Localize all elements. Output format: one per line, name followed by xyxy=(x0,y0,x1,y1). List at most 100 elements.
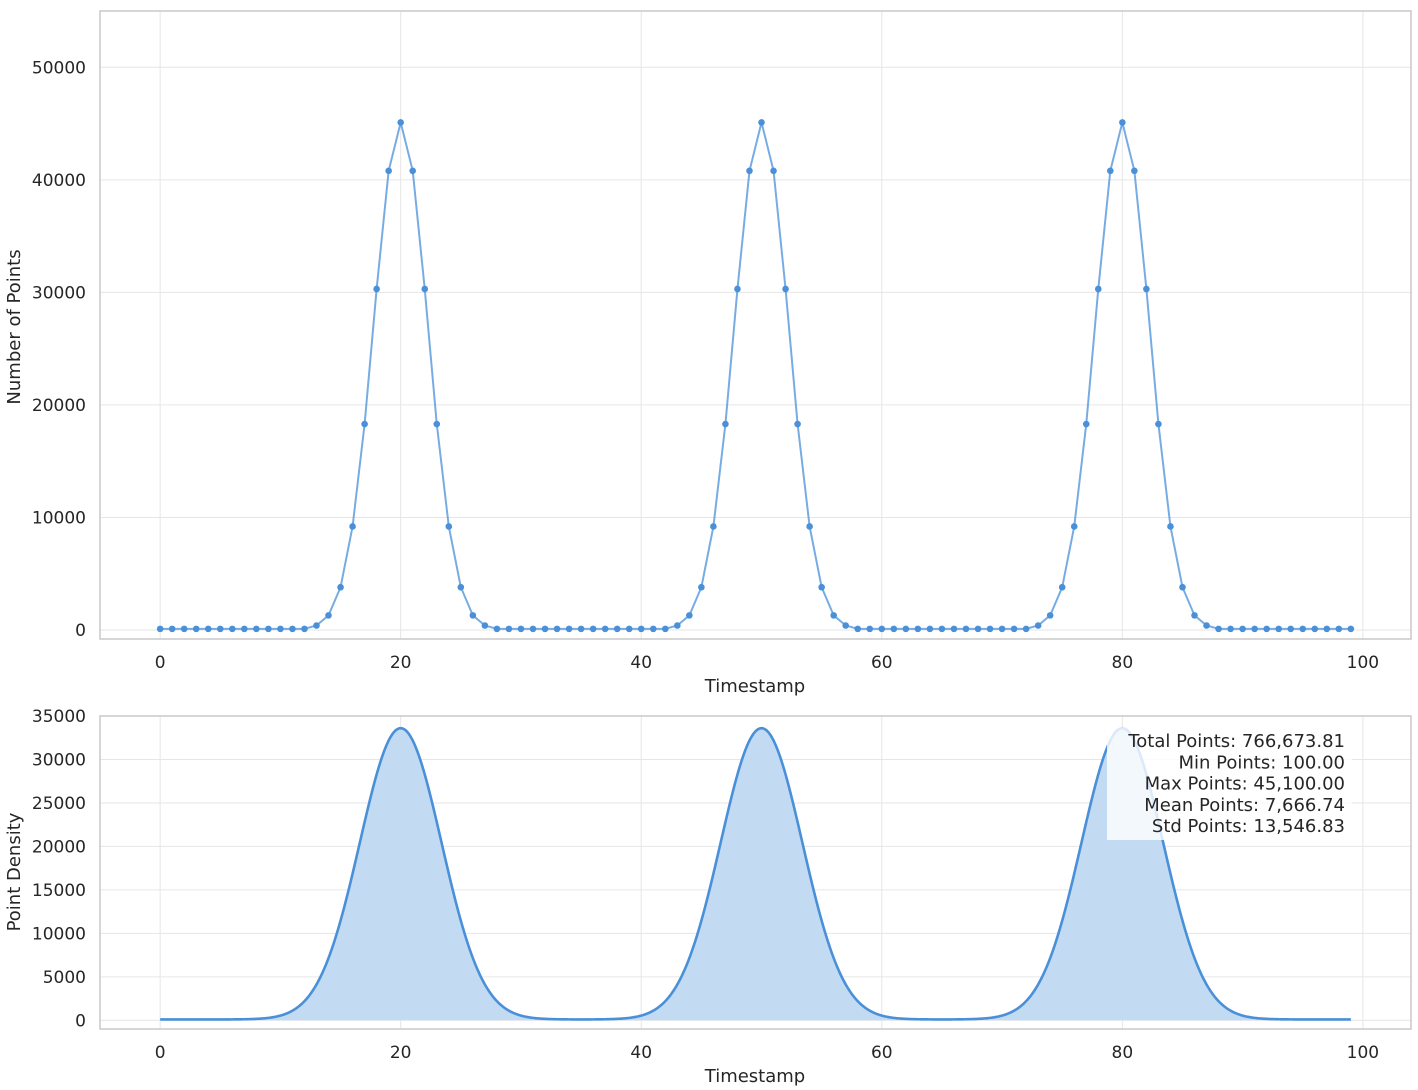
top-grid xyxy=(100,11,1411,639)
data-point xyxy=(1034,622,1042,629)
data-point xyxy=(553,625,561,633)
data-point xyxy=(192,625,200,633)
data-point xyxy=(1347,625,1355,633)
data-point xyxy=(1287,625,1295,633)
density-area xyxy=(160,728,1351,1021)
data-point xyxy=(1094,285,1102,293)
bottom-x-axis-label: Timestamp xyxy=(704,1066,805,1087)
data-point xyxy=(1191,612,1198,619)
data-point xyxy=(950,625,958,633)
data-point xyxy=(385,167,392,175)
data-point xyxy=(1203,622,1210,629)
data-point xyxy=(613,625,621,633)
data-point xyxy=(734,285,741,293)
data-point xyxy=(998,625,1006,633)
data-point xyxy=(481,622,489,629)
data-point xyxy=(397,119,404,126)
data-point xyxy=(902,625,910,633)
x-tick-label: 100 xyxy=(1347,653,1379,673)
data-point xyxy=(758,119,765,126)
y-tick-label: 30000 xyxy=(32,750,86,770)
stats-line: Total Points: 766,673.81 xyxy=(1127,731,1345,752)
data-point xyxy=(890,625,898,633)
data-point xyxy=(986,625,994,633)
bottom-plot-frame xyxy=(99,715,1412,1030)
data-point xyxy=(289,625,296,633)
top-x-ticks: 0 20 40 60 80 100 xyxy=(155,653,1379,673)
data-point xyxy=(782,285,789,293)
bottom-y-axis-label: Point Density xyxy=(4,812,25,931)
top-plot-area xyxy=(100,11,1411,639)
data-point xyxy=(565,625,573,633)
stats-line: Min Points: 100.00 xyxy=(1179,752,1346,773)
data-point xyxy=(229,625,236,633)
data-point xyxy=(878,625,886,633)
data-point xyxy=(1275,625,1282,633)
data-point xyxy=(1215,625,1222,633)
data-point xyxy=(541,625,549,633)
y-tick-label: 0 xyxy=(75,1011,86,1031)
data-point xyxy=(1335,625,1343,633)
data-point xyxy=(806,523,813,530)
data-point xyxy=(433,420,441,428)
data-point xyxy=(842,622,850,629)
data-point xyxy=(830,612,837,619)
y-tick-label: 40000 xyxy=(32,171,86,191)
data-point xyxy=(337,583,344,591)
data-point xyxy=(457,583,465,591)
data-point xyxy=(373,285,380,293)
data-point xyxy=(493,625,501,633)
data-point xyxy=(1143,285,1150,293)
data-point xyxy=(1022,625,1030,633)
y-tick-label: 15000 xyxy=(32,881,86,901)
data-point xyxy=(926,625,934,633)
x-tick-label: 0 xyxy=(155,653,166,673)
y-tick-label: 50000 xyxy=(32,58,86,78)
data-point xyxy=(686,612,693,619)
data-point xyxy=(746,167,753,175)
data-point xyxy=(313,622,320,629)
x-tick-label: 20 xyxy=(390,1043,412,1063)
data-point xyxy=(156,625,164,633)
x-tick-label: 60 xyxy=(871,653,893,673)
data-point xyxy=(1010,625,1018,633)
data-point xyxy=(914,625,922,633)
data-point xyxy=(505,625,513,633)
data-point xyxy=(325,612,332,619)
x-tick-label: 60 xyxy=(871,1043,893,1063)
data-point xyxy=(421,285,429,293)
x-tick-label: 100 xyxy=(1347,1043,1379,1063)
data-point xyxy=(938,625,946,633)
x-tick-label: 80 xyxy=(1112,1043,1134,1063)
y-tick-label: 20000 xyxy=(32,837,86,857)
y-tick-label: 25000 xyxy=(32,794,86,814)
top-y-ticks: 0 10000 20000 30000 40000 50000 xyxy=(32,58,86,641)
y-tick-label: 10000 xyxy=(32,924,86,944)
data-point xyxy=(529,625,537,633)
x-tick-label: 80 xyxy=(1112,653,1134,673)
data-point xyxy=(409,167,417,175)
data-point xyxy=(204,625,212,633)
data-point xyxy=(1107,167,1114,175)
data-point xyxy=(1046,612,1054,619)
data-point xyxy=(625,625,633,633)
data-point xyxy=(1167,523,1174,530)
y-tick-label: 10000 xyxy=(32,508,86,528)
data-point xyxy=(674,622,681,629)
data-point xyxy=(253,625,260,633)
data-point xyxy=(517,625,525,633)
data-point xyxy=(1263,625,1270,633)
data-point xyxy=(1323,625,1331,633)
data-point xyxy=(1058,583,1066,591)
y-tick-label: 35000 xyxy=(32,707,86,727)
data-point xyxy=(1119,119,1126,126)
data-point xyxy=(601,625,609,633)
bottom-y-ticks: 0 5000 10000 15000 20000 25000 30000 35000 xyxy=(32,707,86,1031)
stats-line: Mean Points: 7,666.74 xyxy=(1144,795,1345,816)
data-point xyxy=(649,625,657,633)
data-point xyxy=(469,612,477,619)
data-point xyxy=(301,625,308,633)
data-point xyxy=(445,523,453,530)
data-point xyxy=(1131,167,1138,175)
top-plot-frame xyxy=(99,10,1412,640)
